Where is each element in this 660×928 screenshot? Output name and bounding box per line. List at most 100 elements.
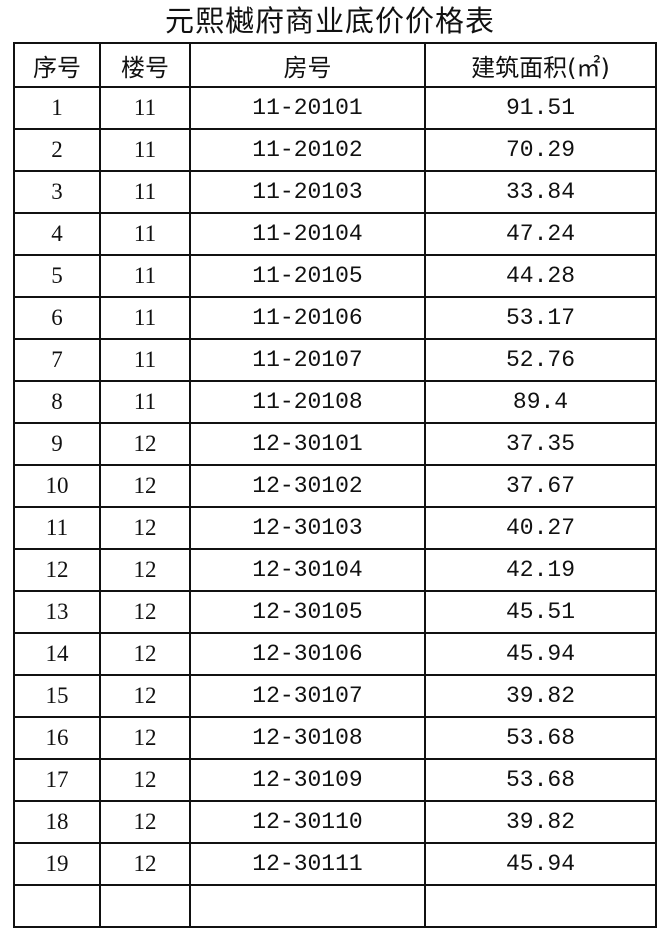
cell-building: 11 [99,86,191,130]
cell-index: 6 [13,296,101,340]
table-row: 4 11 11-20104 47.24 [13,212,657,256]
cell-index: 8 [13,380,101,424]
cell-room: 12-30103 [189,506,426,550]
table-row: 16 12 12-30108 53.68 [13,716,657,760]
cell-index: 3 [13,170,101,214]
cell-room: 11-20107 [189,338,426,382]
cell-room: 12-30110 [189,800,426,844]
cell-building: 12 [99,758,191,802]
cell-building: 12 [99,590,191,634]
cell-room: 11-20104 [189,212,426,256]
cell-index: 9 [13,422,101,466]
cell-building: 12 [99,632,191,676]
table-row: 19 12 12-30111 45.94 [13,842,657,886]
table-row: 15 12 12-30107 39.82 [13,674,657,718]
cell-room: 12-30109 [189,758,426,802]
cell-area: 39.82 [424,800,657,844]
cell-area: 47.24 [424,212,657,256]
table-row: 8 11 11-20108 89.4 [13,380,657,424]
cell-index: 7 [13,338,101,382]
cell-empty [99,884,191,928]
cell-room: 11-20102 [189,128,426,172]
cell-index: 4 [13,212,101,256]
cell-empty [189,884,426,928]
cell-empty [424,884,657,928]
cell-room: 11-20105 [189,254,426,298]
cell-index: 11 [13,506,101,550]
cell-room: 11-20106 [189,296,426,340]
table-row: 12 12 12-30104 42.19 [13,548,657,592]
cell-area: 44.28 [424,254,657,298]
cell-building: 11 [99,296,191,340]
cell-room: 11-20103 [189,170,426,214]
table-row: 2 11 11-20102 70.29 [13,128,657,172]
cell-building: 12 [99,674,191,718]
cell-area: 45.94 [424,632,657,676]
cell-index: 18 [13,800,101,844]
cell-area: 91.51 [424,86,657,130]
cell-room: 12-30106 [189,632,426,676]
table-title: 元熙樾府商业底价价格表 [164,4,495,38]
cell-room: 11-20108 [189,380,426,424]
cell-area: 53.68 [424,716,657,760]
cell-area: 45.94 [424,842,657,886]
cell-room: 12-30104 [189,548,426,592]
cell-building: 11 [99,254,191,298]
cell-building: 11 [99,128,191,172]
table-row: 1 11 11-20101 91.51 [13,86,657,130]
price-table: 序号 楼号 房号 建筑面积(㎡) 1 11 11-20101 91.51 2 11 11-2… [13,42,657,928]
cell-index: 1 [13,86,101,130]
cell-building: 12 [99,548,191,592]
cell-building: 11 [99,170,191,214]
cell-room: 12-30107 [189,674,426,718]
cell-room: 12-30102 [189,464,426,508]
cell-index: 19 [13,842,101,886]
table-row: 17 12 12-30109 53.68 [13,758,657,802]
cell-room: 12-30101 [189,422,426,466]
table-row-partial [13,884,657,928]
cell-area: 37.67 [424,464,657,508]
table-row: 5 11 11-20105 44.28 [13,254,657,298]
cell-area: 40.27 [424,506,657,550]
cell-building: 12 [99,842,191,886]
cell-area: 52.76 [424,338,657,382]
table-row: 11 12 12-30103 40.27 [13,506,657,550]
cell-building: 11 [99,338,191,382]
cell-index: 14 [13,632,101,676]
cell-building: 12 [99,800,191,844]
cell-area: 37.35 [424,422,657,466]
table-row: 9 12 12-30101 37.35 [13,422,657,466]
table-row: 10 12 12-30102 37.67 [13,464,657,508]
cell-index: 13 [13,590,101,634]
cell-building: 12 [99,716,191,760]
table-row: 7 11 11-20107 52.76 [13,338,657,382]
cell-index: 12 [13,548,101,592]
cell-area: 70.29 [424,128,657,172]
cell-building: 12 [99,422,191,466]
cell-building: 11 [99,212,191,256]
table-row: 14 12 12-30106 45.94 [13,632,657,676]
cell-room: 12-30105 [189,590,426,634]
header-building: 楼号 [99,42,191,88]
cell-building: 12 [99,506,191,550]
cell-area: 42.19 [424,548,657,592]
cell-area: 33.84 [424,170,657,214]
cell-room: 12-30111 [189,842,426,886]
cell-area: 53.68 [424,758,657,802]
cell-area: 89.4 [424,380,657,424]
cell-index: 15 [13,674,101,718]
cell-area: 45.51 [424,590,657,634]
cell-area: 53.17 [424,296,657,340]
header-index: 序号 [13,42,101,88]
cell-empty [13,884,101,928]
table-row: 18 12 12-30110 39.82 [13,800,657,844]
header-room: 房号 [189,42,426,88]
cell-building: 12 [99,464,191,508]
cell-room: 11-20101 [189,86,426,130]
cell-room: 12-30108 [189,716,426,760]
header-area: 建筑面积(㎡) [424,42,657,88]
table-row: 13 12 12-30105 45.51 [13,590,657,634]
cell-area: 39.82 [424,674,657,718]
cell-index: 17 [13,758,101,802]
cell-index: 5 [13,254,101,298]
